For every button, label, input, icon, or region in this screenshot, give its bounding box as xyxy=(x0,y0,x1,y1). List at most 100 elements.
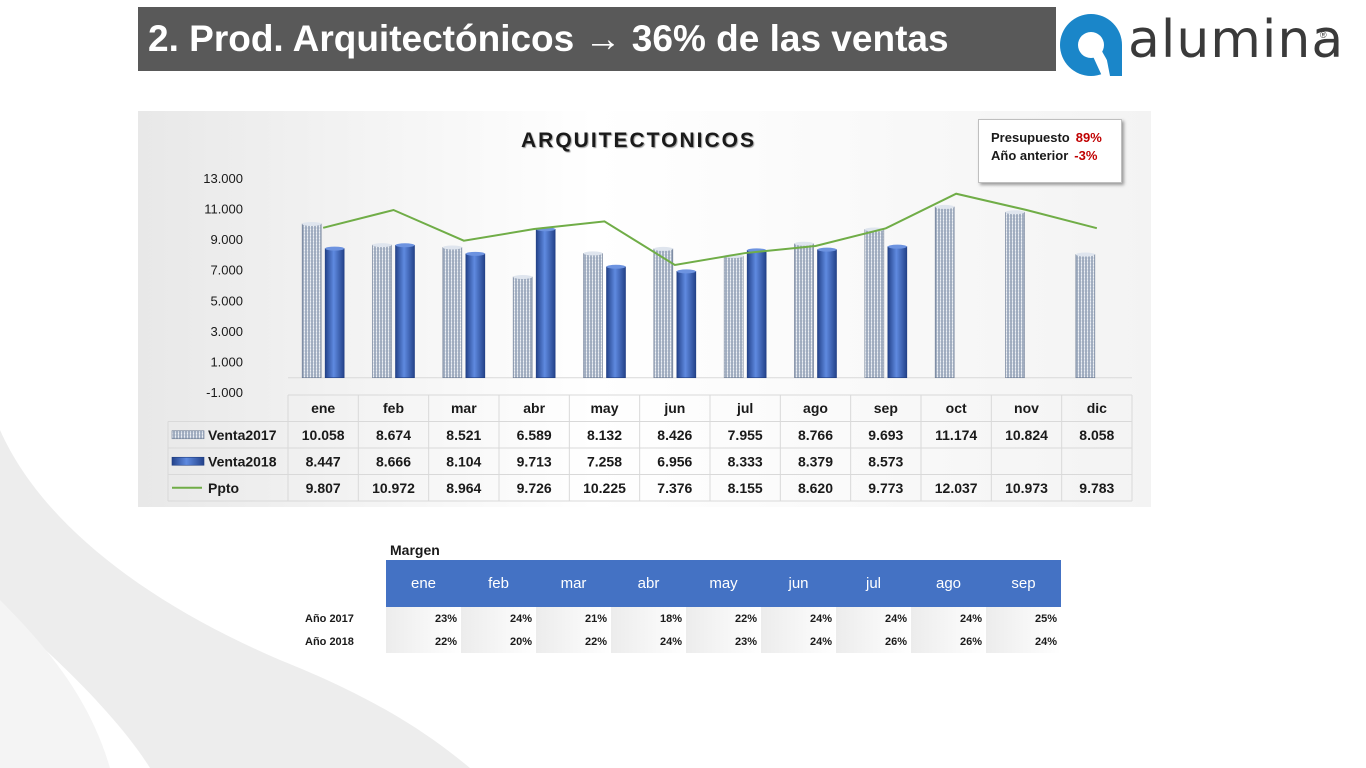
bar-cap-venta2017 xyxy=(1005,210,1025,215)
bar-venta2017 xyxy=(794,243,814,379)
margin-cell: 23% xyxy=(386,607,461,630)
bar-cap-venta2017 xyxy=(302,221,322,226)
margin-cell: 25% xyxy=(986,607,1061,630)
bar-venta2018 xyxy=(606,266,626,379)
data-label: 10.973 xyxy=(1005,480,1048,496)
data-label: 6.589 xyxy=(517,427,552,443)
data-label: 11.174 xyxy=(935,427,977,443)
legend-key-venta2017 xyxy=(171,430,205,440)
margin-row-label: Año 2018 xyxy=(305,635,354,648)
margin-month-header: jun xyxy=(761,560,836,607)
bar-venta2017 xyxy=(583,253,603,379)
bar-cap-venta2018 xyxy=(817,247,837,252)
page-title: 2. Prod. Arquitectónicos → 36% de las ve… xyxy=(138,7,1056,71)
data-label: 8.674 xyxy=(376,427,411,443)
x-tick-label: ago xyxy=(803,400,828,416)
margin-month-header: ago xyxy=(911,560,986,607)
y-tick-label: 3.000 xyxy=(210,324,243,339)
x-tick-label: jul xyxy=(736,400,753,416)
x-tick-label: ene xyxy=(311,400,335,416)
margin-cell: 26% xyxy=(911,630,986,653)
data-label: 9.713 xyxy=(517,453,552,469)
kpi-presupuesto: Presupuesto 89% xyxy=(991,130,1121,148)
bar-venta2017 xyxy=(301,223,322,379)
data-label: 8.132 xyxy=(587,427,622,443)
margin-cell: 24% xyxy=(611,630,686,653)
data-label: 9.807 xyxy=(306,480,341,496)
x-tick-label: oct xyxy=(946,400,967,416)
bar-cap-venta2018 xyxy=(606,264,626,269)
margin-cell: 26% xyxy=(836,630,911,653)
legend-key-venta2018 xyxy=(171,456,205,466)
margin-table: ene feb mar abr may jun jul ago sep Año … xyxy=(296,560,1061,653)
margin-cell: 18% xyxy=(611,607,686,630)
bar-cap-venta2018 xyxy=(887,244,907,249)
margin-cell: 24% xyxy=(761,607,836,630)
data-label: 9.726 xyxy=(517,480,552,496)
data-label: 8.666 xyxy=(376,453,411,469)
bar-cap-venta2018 xyxy=(325,246,345,251)
x-tick-label: feb xyxy=(383,400,404,416)
data-label: 8.964 xyxy=(446,480,481,496)
data-label: 8.155 xyxy=(728,480,763,496)
margin-cell: 21% xyxy=(536,607,611,630)
data-label: 9.693 xyxy=(868,427,903,443)
kpi-ano-anterior: Año anterior -3% xyxy=(991,148,1121,166)
y-tick-label: 11.000 xyxy=(204,202,243,217)
bar-cap-venta2017 xyxy=(583,251,603,256)
margin-month-header: ene xyxy=(386,560,461,607)
margin-corner xyxy=(296,560,386,607)
y-tick-label: 7.000 xyxy=(210,263,243,278)
bar-venta2017 xyxy=(372,244,392,379)
bar-venta2018 xyxy=(887,246,908,379)
margin-month-header: mar xyxy=(536,560,611,607)
data-label: 10.824 xyxy=(1005,427,1048,443)
margin-month-header: abr xyxy=(611,560,686,607)
data-label: 8.573 xyxy=(868,453,903,469)
data-label: 12.037 xyxy=(935,480,978,496)
margin-month-header: jul xyxy=(836,560,911,607)
data-label: 8.521 xyxy=(446,427,481,443)
margin-month-header: sep xyxy=(986,560,1061,607)
x-tick-label: sep xyxy=(874,400,898,416)
y-tick-label: 13.000 xyxy=(203,171,243,186)
y-tick-label: 1.000 xyxy=(210,354,243,369)
bar-venta2018 xyxy=(817,249,837,379)
bar-cap-venta2017 xyxy=(1075,252,1095,257)
bar-venta2018 xyxy=(395,244,415,379)
bar-venta2017 xyxy=(1075,254,1096,379)
bar-venta2017 xyxy=(653,248,674,379)
margin-cell: 24% xyxy=(461,607,536,630)
y-tick-label: 9.000 xyxy=(210,232,243,247)
kpi-label: Año anterior xyxy=(991,148,1069,163)
margin-cell: 22% xyxy=(386,630,461,653)
data-label: 6.956 xyxy=(657,453,692,469)
bar-cap-venta2018 xyxy=(395,243,415,248)
data-label: 10.972 xyxy=(372,480,415,496)
margin-cell: 23% xyxy=(686,630,761,653)
logo-registered-mark: ® xyxy=(1320,30,1327,40)
table-row: Año 2017 23% 24% 21% 18% 22% 24% 24% 24%… xyxy=(296,607,1061,630)
legend-venta2017: Venta2017 xyxy=(208,427,277,443)
bar-venta2017 xyxy=(934,206,955,379)
data-label: 10.225 xyxy=(583,480,626,496)
bar-venta2017 xyxy=(512,276,533,379)
data-label: 8.426 xyxy=(657,427,692,443)
kpi-value: -3% xyxy=(1074,148,1098,163)
margin-cell: 20% xyxy=(461,630,536,653)
data-label: 8.058 xyxy=(1079,427,1114,443)
legend-venta2018: Venta2018 xyxy=(208,453,277,469)
y-tick-label: -1.000 xyxy=(206,385,243,400)
data-label: 8.379 xyxy=(798,453,833,469)
bar-cap-venta2017 xyxy=(653,246,673,251)
margin-row-label: Año 2017 xyxy=(305,612,354,625)
legend-ppto: Ppto xyxy=(208,480,239,496)
bar-venta2018 xyxy=(676,271,697,379)
bar-cap-venta2017 xyxy=(935,204,955,209)
bar-cap-venta2017 xyxy=(794,241,814,246)
bar-venta2018 xyxy=(746,250,767,379)
bar-venta2017 xyxy=(864,229,885,379)
data-label: 7.376 xyxy=(657,480,692,496)
bar-cap-venta2017 xyxy=(372,243,392,248)
data-label: 7.955 xyxy=(728,427,763,443)
